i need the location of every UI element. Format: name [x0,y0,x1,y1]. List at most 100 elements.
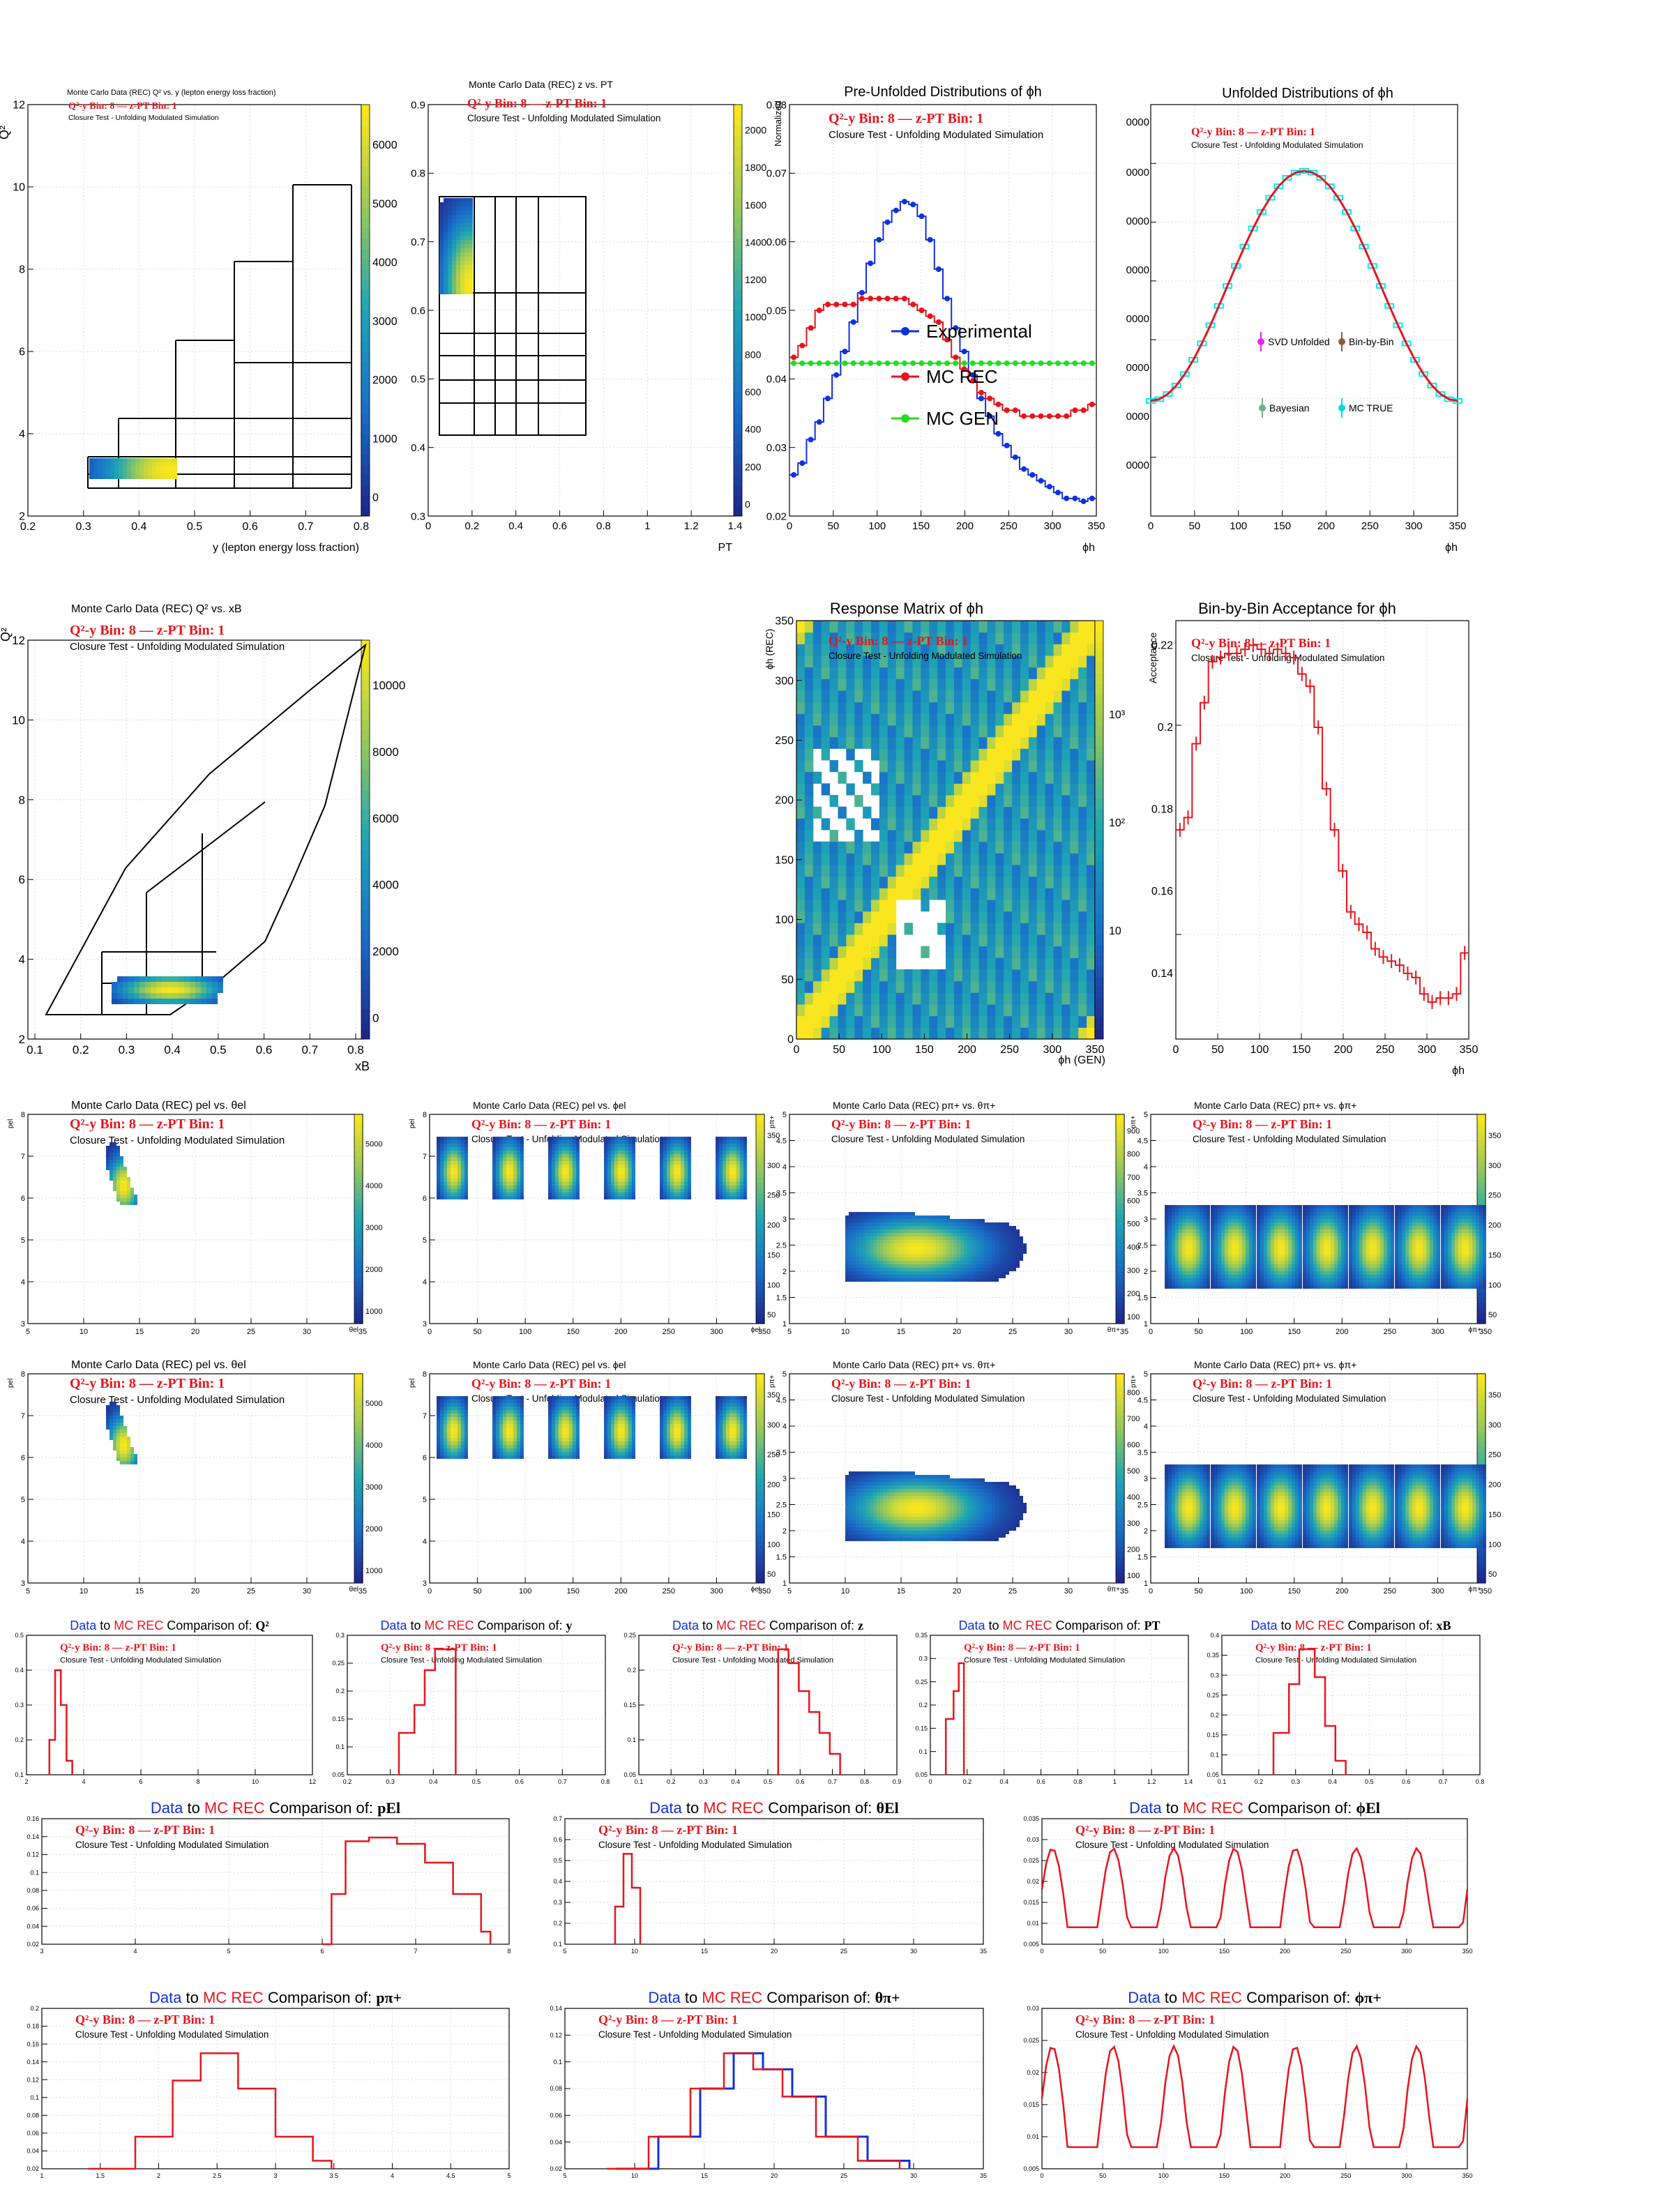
heatmap-cell [165,462,169,467]
heatmap-cell [1165,1236,1168,1240]
heatmap-cell [464,1137,468,1140]
heatmap-cell [632,1137,635,1140]
heatmap-cell [971,1219,974,1222]
heatmap-cell [607,1161,611,1165]
heatmap-cell [829,736,838,749]
colorbar-cell [361,125,370,136]
heatmap-cell [127,1198,130,1202]
heatmap-cell [950,1229,953,1233]
heatmap-cell [1028,783,1038,796]
heatmap-cell [877,1250,880,1254]
heatmap-cell [173,475,177,479]
heatmap-cell [873,1236,877,1240]
heatmap-cell [905,1278,908,1282]
heatmap-cell [447,1140,451,1144]
subtitle: Closure Test - Unfolding Modulated Simul… [829,651,1022,661]
heatmap-cell [492,1154,496,1158]
heatmap-cell [812,736,822,749]
heatmap-cell [625,1165,628,1168]
heatmap-cell [674,1161,677,1165]
heatmap-cell [838,667,847,679]
heatmap-cell [995,713,1004,726]
x-tick-label: 300 [710,1328,723,1336]
heatmap-cell [995,1027,1004,1040]
heatmap-cell [987,795,996,808]
heatmap-cell [887,1236,891,1240]
heatmap-cell [849,1222,852,1226]
x-axis-label: xB [355,1059,370,1073]
heatmap-cell [960,1233,964,1236]
heatmap-cell [1168,1236,1172,1240]
legend-marker [1338,338,1345,345]
heatmap-cell [1203,1254,1207,1257]
heatmap-cell [946,632,955,644]
heatmap-cell [854,690,863,703]
heatmap-cell [1168,1233,1172,1236]
heatmap-cell [743,1196,747,1199]
heatmap-cell [1045,841,1054,854]
colorbar-cell [361,1019,370,1030]
heatmap-cell [167,976,173,982]
heatmap-cell [1179,1205,1182,1209]
heatmap-cell [573,1192,576,1196]
heatmap-cell [887,725,897,738]
heatmap-cell [854,795,863,808]
heatmap-cell [517,1140,520,1144]
heatmap-cell [688,1165,691,1168]
heatmap-cell [912,876,921,888]
heatmap-cell [513,1185,517,1189]
heatmap-cell [736,1158,740,1161]
heatmap-cell [614,1179,618,1182]
x-tick-label: 250 [1000,520,1018,532]
heatmap-cell [987,725,996,738]
heatmap-cell [670,1137,674,1140]
heatmap-cell [863,853,872,865]
x-tick-label: 25 [1008,1328,1017,1336]
heatmap-cell [856,1222,859,1226]
heatmap-cell [838,865,847,877]
heatmap-cell [1070,725,1079,738]
heatmap-cell [113,1184,116,1188]
heatmap-cell [674,1151,677,1154]
heatmap-cell [681,1192,684,1196]
colorbar-tick-label: 700 [1127,1174,1140,1182]
heatmap-cell [663,1185,667,1189]
heatmap-cell [144,467,148,471]
heatmap-cell [218,987,223,993]
heatmap-cell [891,1229,894,1233]
heatmap-cell [729,1151,733,1154]
heatmap-cell [992,1243,995,1247]
heatmap-cell [1020,900,1029,912]
heatmap-cell [887,841,897,854]
heatmap-cell [499,1175,503,1179]
heatmap-cell [887,888,897,900]
heatmap-cell [513,1182,517,1185]
heatmap-cell [964,1219,967,1222]
heatmap-cell [879,667,889,679]
heatmap-cell [555,1192,559,1196]
heatmap-cell [206,976,212,982]
colorbar-cell [1116,1135,1124,1141]
heatmap-cell [943,1254,946,1257]
heatmap-cell [1186,1261,1189,1264]
heatmap-cell [451,1137,454,1140]
heatmap-cell [995,621,1004,633]
heatmap-cell [632,1179,635,1182]
heatmap-cell [681,1147,684,1151]
heatmap-cell [1070,911,1079,923]
heatmap-cell [936,1222,939,1226]
heatmap-cell [1004,783,1013,796]
heatmap-cell [985,1268,988,1271]
heatmap-cell [733,1161,736,1165]
heatmap-cell [451,1165,454,1168]
heatmap-cell [1070,900,1079,912]
heatmap-cell [130,1198,134,1202]
heatmap-cell [670,1172,674,1175]
heatmap-cell [607,1165,611,1168]
heatmap-cell [674,1189,677,1192]
colorbar-cell [734,495,742,506]
heatmap-cell [469,290,473,294]
heatmap-cell [859,1219,863,1222]
heatmap-cell [854,980,863,993]
heatmap-cell [985,1261,988,1264]
